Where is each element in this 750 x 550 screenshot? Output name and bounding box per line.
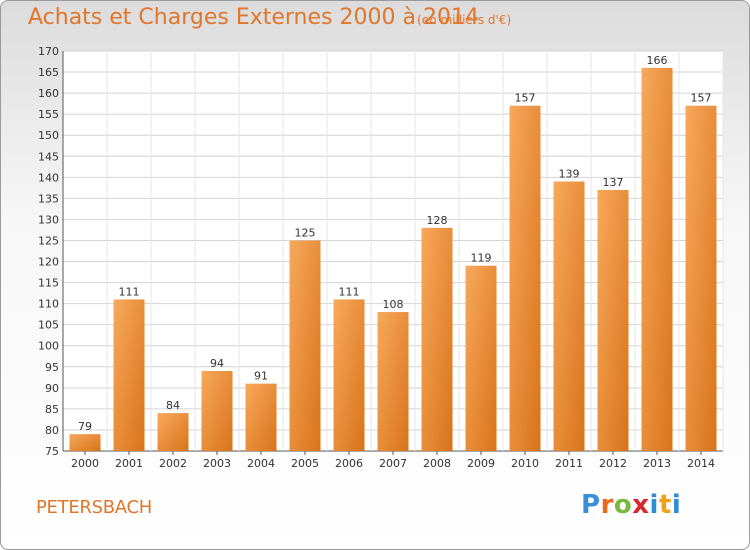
x-tick-label-2005: 2005 xyxy=(291,457,319,470)
x-tick-label-2001: 2001 xyxy=(115,457,143,470)
x-tick-label-2013: 2013 xyxy=(643,457,671,470)
bar-2014 xyxy=(685,105,717,451)
bar-2000 xyxy=(69,434,101,451)
x-tick-label-2012: 2012 xyxy=(599,457,627,470)
logo-letter: P xyxy=(581,490,601,520)
logo-letter: i xyxy=(671,490,682,520)
logo-letter: r xyxy=(600,490,614,520)
y-tick-label: 130 xyxy=(38,213,59,226)
value-label-2001: 111 xyxy=(119,285,140,298)
value-label-2005: 125 xyxy=(295,226,316,239)
bar-2009 xyxy=(465,265,497,451)
bar-2011 xyxy=(553,181,585,452)
bar-2002 xyxy=(157,413,189,451)
y-tick-label: 100 xyxy=(38,340,59,353)
chart-subtitle: (en milliers d'€) xyxy=(417,13,512,27)
x-tick-label-2000: 2000 xyxy=(71,457,99,470)
proxiti-logo: Proxiti xyxy=(581,490,681,520)
logo-letter: i xyxy=(649,490,659,520)
value-label-2002: 84 xyxy=(166,399,180,412)
x-tick-label-2007: 2007 xyxy=(379,457,407,470)
y-tick-label: 95 xyxy=(45,361,59,374)
bar-2008 xyxy=(421,227,453,451)
bar-2001 xyxy=(113,299,145,451)
x-tick-label-2014: 2014 xyxy=(687,457,715,470)
y-tick-label: 125 xyxy=(38,234,59,247)
y-tick-label: 85 xyxy=(45,403,59,416)
value-label-2003: 94 xyxy=(210,357,224,370)
value-label-2004: 91 xyxy=(254,370,268,383)
bar-2003 xyxy=(201,371,233,451)
y-tick-label: 165 xyxy=(38,66,59,79)
bar-2004 xyxy=(245,383,277,451)
y-tick-label: 110 xyxy=(38,298,59,311)
y-tick-label: 140 xyxy=(38,171,59,184)
bar-2012 xyxy=(597,189,629,451)
x-tick-label-2002: 2002 xyxy=(159,457,187,470)
value-label-2009: 119 xyxy=(471,252,492,265)
value-label-2010: 157 xyxy=(515,92,536,105)
x-tick-label-2008: 2008 xyxy=(423,457,451,470)
value-label-2006: 111 xyxy=(339,285,360,298)
y-tick-label: 80 xyxy=(45,424,59,437)
value-label-2014: 157 xyxy=(691,92,712,105)
bar-2006 xyxy=(333,299,365,451)
y-tick-label: 90 xyxy=(45,382,59,395)
value-label-2008: 128 xyxy=(427,214,448,227)
y-tick-label: 135 xyxy=(38,192,59,205)
x-tick-label-2011: 2011 xyxy=(555,457,583,470)
x-tick-label-2009: 2009 xyxy=(467,457,495,470)
logo-letter: o xyxy=(613,490,633,520)
bar-2010 xyxy=(509,105,541,451)
value-label-2011: 139 xyxy=(559,168,580,181)
x-tick-label-2006: 2006 xyxy=(335,457,363,470)
y-tick-label: 120 xyxy=(38,256,59,269)
x-tick-label-2004: 2004 xyxy=(247,457,275,470)
logo-letter: x xyxy=(632,490,650,520)
y-tick-label: 160 xyxy=(38,87,59,100)
y-tick-label: 155 xyxy=(38,108,59,121)
chart-title: Achats et Charges Externes 2000 à 2014 xyxy=(28,5,479,30)
value-label-2012: 137 xyxy=(603,176,624,189)
location-label: PETERSBACH xyxy=(36,497,152,518)
value-label-2013: 166 xyxy=(647,54,668,67)
y-tick-label: 145 xyxy=(38,150,59,163)
logo-letter: t xyxy=(658,490,672,520)
y-tick-label: 105 xyxy=(38,319,59,332)
value-label-2000: 79 xyxy=(78,420,92,433)
y-tick-label: 115 xyxy=(38,277,59,290)
bar-2007 xyxy=(377,312,409,451)
y-tick-label: 170 xyxy=(38,45,59,58)
value-label-2007: 108 xyxy=(383,298,404,311)
bar-2005 xyxy=(289,240,321,451)
y-tick-label: 150 xyxy=(38,129,59,142)
y-tick-label: 75 xyxy=(45,445,59,458)
x-tick-label-2003: 2003 xyxy=(203,457,231,470)
bar-2013 xyxy=(641,67,673,451)
x-tick-label-2010: 2010 xyxy=(511,457,539,470)
